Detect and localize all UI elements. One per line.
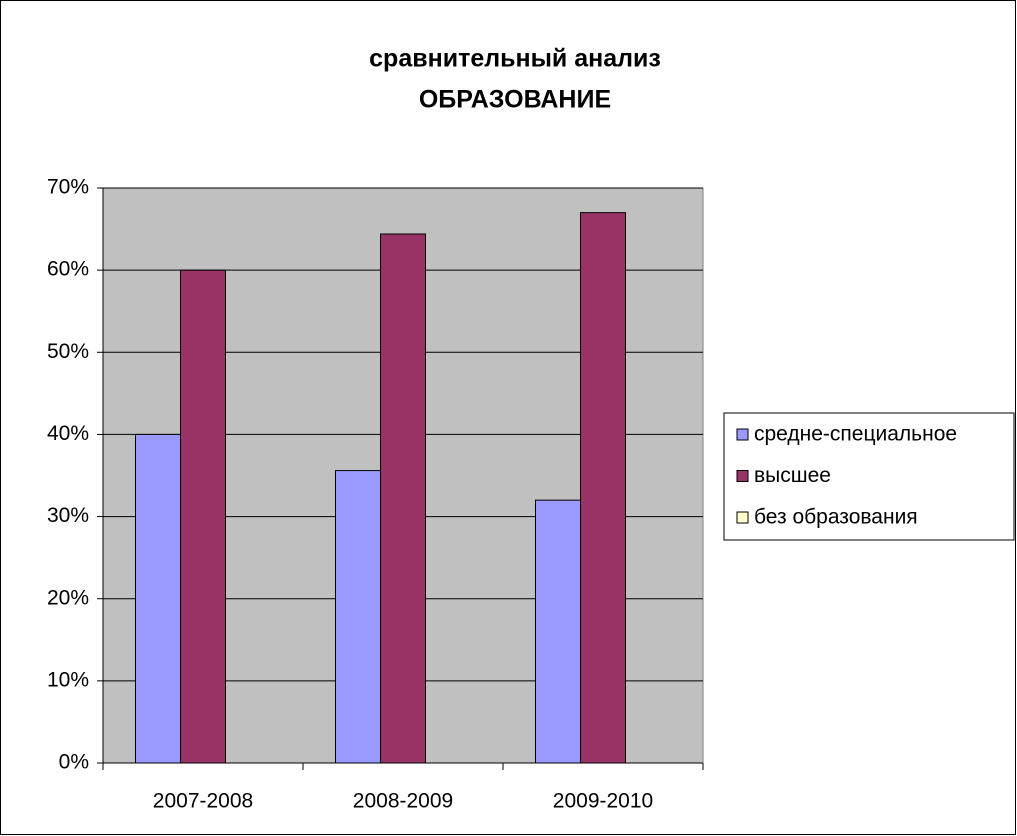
legend-label: высшее	[754, 464, 831, 487]
bar	[380, 233, 426, 764]
y-tick-label: 50%	[47, 340, 89, 363]
chart-title: сравнительный анализ	[369, 45, 661, 73]
y-tick-label: 10%	[47, 668, 89, 691]
bar	[135, 433, 181, 764]
bar	[335, 470, 381, 764]
y-tick-label: 20%	[47, 586, 89, 609]
y-tick-label: 0%	[59, 751, 89, 774]
legend-swatch	[736, 511, 749, 524]
y-tick-label: 70%	[47, 176, 89, 199]
x-tick-label: 2009-2010	[553, 790, 653, 813]
chart-title: ОБРАЗОВАНИЕ	[419, 86, 611, 114]
y-tick-label: 60%	[47, 258, 89, 281]
legend-label: без образования	[754, 506, 918, 529]
y-tick-label: 40%	[47, 422, 89, 445]
legend-label: средне-специальное	[754, 423, 957, 446]
legend-box	[723, 412, 1015, 541]
x-tick-label: 2008-2009	[353, 790, 453, 813]
y-tick-label: 30%	[47, 504, 89, 527]
x-tick-label: 2007-2008	[153, 790, 253, 813]
legend-swatch	[736, 470, 749, 482]
bar	[580, 212, 626, 764]
bar	[535, 499, 581, 764]
legend-swatch	[736, 428, 749, 441]
bar	[180, 269, 226, 764]
